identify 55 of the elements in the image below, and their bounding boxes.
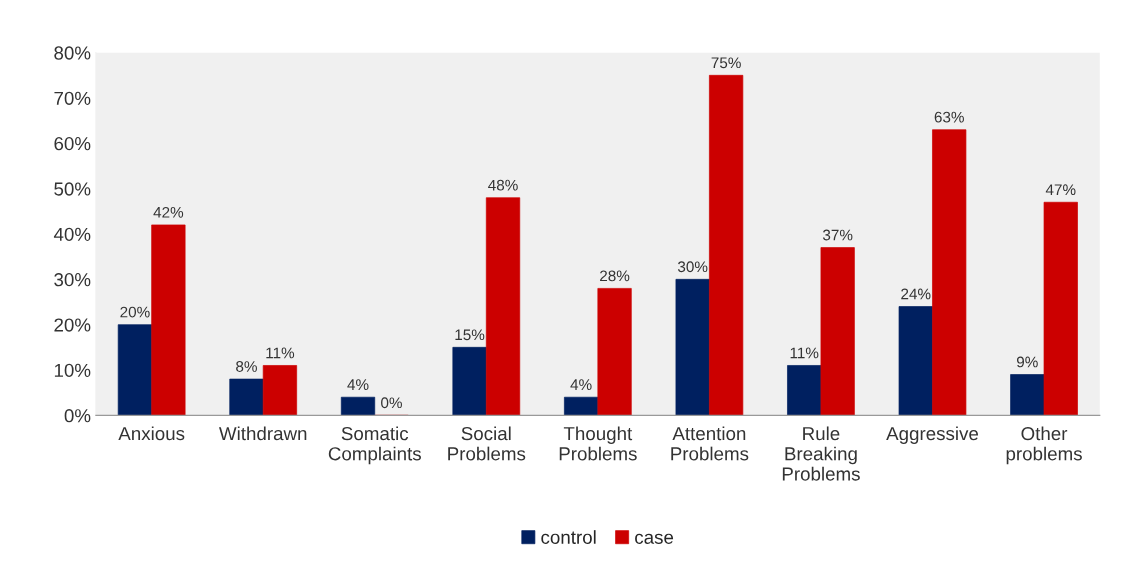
data-label: 30% — [677, 261, 708, 273]
bar — [675, 278, 710, 416]
data-label: 4% — [570, 379, 592, 390]
data-label: 15% — [455, 329, 485, 341]
bar — [820, 247, 855, 416]
data-label: 11% — [266, 347, 295, 359]
x-tick-label: Rule Breaking Problems — [782, 426, 860, 481]
data-label: 8% — [236, 361, 257, 372]
bar — [932, 129, 967, 416]
data-label: 9% — [1016, 356, 1038, 368]
y-tick-label: 80% — [54, 46, 91, 60]
data-label: 42% — [153, 206, 184, 218]
bar — [787, 365, 822, 416]
data-label: 24% — [901, 288, 931, 300]
data-label: 63% — [934, 111, 964, 123]
data-label: 37% — [822, 229, 853, 241]
bar — [1010, 374, 1045, 416]
bar — [1043, 201, 1078, 416]
data-label: 75% — [711, 57, 741, 69]
bar — [485, 197, 521, 416]
bar — [151, 224, 186, 416]
y-tick-label: 60% — [54, 137, 91, 151]
y-tick-label: 50% — [54, 182, 91, 196]
x-tick-label: Withdrawn — [219, 426, 307, 441]
data-label: 20% — [120, 306, 150, 318]
data-label: 0% — [381, 397, 402, 409]
data-label: 28% — [600, 270, 630, 282]
y-tick-label: 70% — [54, 91, 91, 105]
x-tick-label: Thought Problems — [559, 426, 637, 461]
bar — [452, 346, 487, 416]
x-tick-label: Aggressive — [886, 426, 979, 444]
legend-label: control — [541, 530, 596, 544]
data-label: 47% — [1045, 184, 1076, 196]
y-tick-label: 10% — [54, 363, 91, 377]
bar — [262, 365, 298, 416]
y-tick-label: 30% — [54, 273, 91, 287]
x-tick-label: Social Problems — [448, 426, 526, 461]
data-label: 4% — [347, 379, 369, 390]
y-tick-label: 40% — [53, 227, 91, 241]
bar — [117, 324, 152, 416]
data-label: 48% — [488, 179, 518, 191]
legend-label: case — [635, 533, 674, 544]
bar — [597, 288, 632, 416]
x-tick-label: Anxious — [118, 426, 185, 441]
x-tick-label: Other problems — [1006, 426, 1082, 465]
bar — [898, 306, 933, 416]
x-tick-label: Attention Problems — [671, 426, 749, 461]
data-label: 11% — [790, 347, 819, 359]
bar — [564, 396, 599, 416]
x-tick-label: Somatic Complaints — [328, 426, 421, 465]
y-tick-label: 20% — [54, 318, 91, 332]
bar — [709, 74, 744, 416]
bar — [229, 378, 264, 416]
y-tick-label: 0% — [64, 409, 91, 423]
bar — [340, 396, 376, 416]
